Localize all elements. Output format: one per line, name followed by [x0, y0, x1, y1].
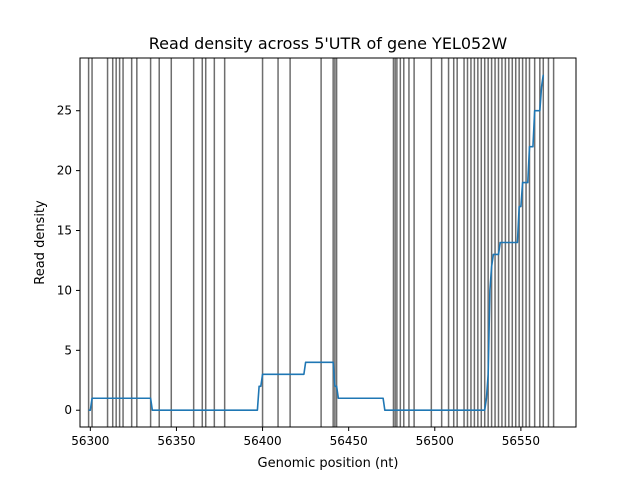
y-tick-label: 10 [57, 283, 72, 297]
x-tick-label: 56450 [330, 434, 368, 448]
chart-title: Read density across 5'UTR of gene YEL052… [149, 34, 508, 53]
y-tick-label: 25 [57, 104, 72, 118]
x-tick-label: 56500 [416, 434, 454, 448]
x-tick-label: 56400 [243, 434, 281, 448]
y-axis-label: Read density [33, 200, 48, 285]
y-tick-label: 15 [57, 224, 72, 238]
read-density-line [88, 74, 545, 412]
y-tick-label: 5 [64, 343, 72, 357]
y-axis: 0 5 10 15 20 25 [57, 104, 80, 417]
axes-frame [79, 57, 577, 428]
plot-area [87, 58, 555, 427]
y-tick-label: 0 [64, 403, 72, 417]
x-tick-label: 56300 [71, 434, 109, 448]
x-axis-label: Genomic position (nt) [258, 456, 399, 471]
y-tick-label: 20 [57, 164, 72, 178]
x-tick-label: 56350 [157, 434, 195, 448]
x-axis: 56300 56350 56400 56450 56500 56550 [71, 427, 540, 448]
x-tick-label: 56550 [502, 434, 540, 448]
